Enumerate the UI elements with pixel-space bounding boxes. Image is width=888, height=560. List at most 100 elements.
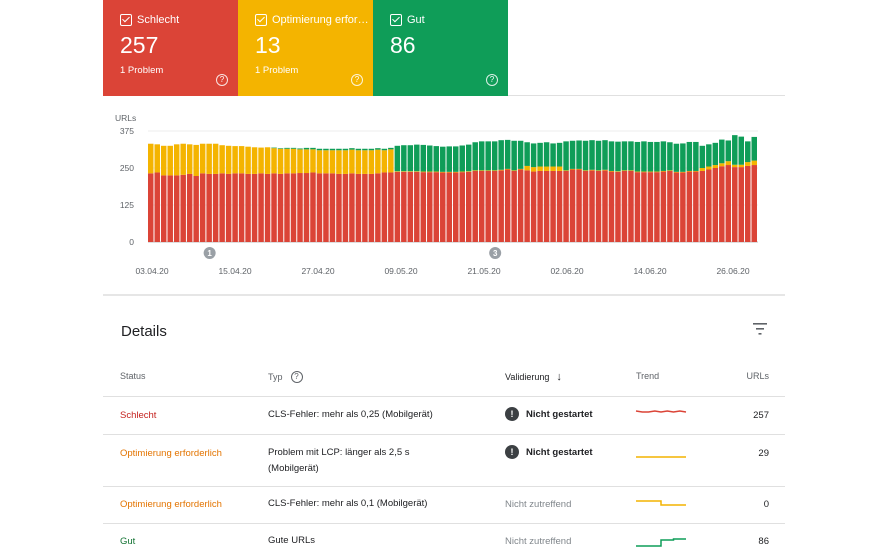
bar-segment: [329, 148, 336, 151]
bar-segment: [219, 173, 225, 242]
bar-segment: [453, 146, 459, 172]
bar-segment: [433, 172, 440, 242]
bar-segment: [537, 170, 543, 242]
table-row[interactable]: Optimierung erforderlich Problem mit LCP…: [103, 434, 785, 486]
bar-segment: [634, 171, 641, 173]
bar-segment: [563, 170, 569, 242]
bar-segment: [660, 171, 667, 242]
bar-segment: [297, 149, 303, 174]
row-validierung: Nicht zutreffend: [505, 499, 571, 510]
bar-segment: [199, 143, 206, 174]
bar-segment: [628, 170, 634, 242]
annotation-label: 3: [493, 249, 498, 258]
checkbox-checked-icon[interactable]: [120, 14, 132, 26]
help-icon[interactable]: ?: [290, 371, 303, 383]
bar-segment: [738, 164, 745, 168]
card-schlecht[interactable]: Schlecht 257 1 Problem ?: [103, 0, 238, 96]
bar-segment: [375, 148, 381, 150]
checkbox-checked-icon[interactable]: [255, 14, 267, 26]
trend-sparkline: [636, 500, 686, 506]
bar-segment: [602, 169, 608, 171]
bar-segment: [647, 141, 654, 172]
column-header-validierung[interactable]: Validierung ↓: [505, 371, 562, 383]
table-row[interactable]: Optimierung erforderlich CLS-Fehler: meh…: [103, 486, 785, 523]
bar-segment: [264, 173, 271, 242]
bar-segment: [245, 173, 251, 242]
bar-segment: [277, 173, 284, 242]
bar-segment: [621, 141, 628, 171]
table-row[interactable]: Schlecht CLS-Fehler: mehr als 0,25 (Mobi…: [103, 396, 785, 434]
bar-segment: [362, 173, 368, 242]
bar-segment: [673, 143, 680, 172]
y-tick-label: 125: [120, 200, 134, 210]
help-icon[interactable]: ?: [351, 74, 363, 86]
bar-segment: [595, 140, 602, 171]
column-header-status[interactable]: Status: [120, 371, 146, 381]
bar-segment: [154, 144, 160, 173]
bar-segment: [641, 172, 647, 242]
bar-segment: [238, 146, 245, 174]
bar-segment: [504, 169, 511, 242]
bar-segment: [251, 173, 258, 242]
x-tick-label: 26.06.20: [716, 266, 749, 276]
bar-segment: [511, 170, 517, 171]
bar-segment: [732, 167, 738, 242]
details-panel: Details Status Typ ? Validierung ↓ Trend…: [103, 305, 785, 560]
bar-segment: [608, 170, 615, 172]
trend-sparkline: [635, 410, 687, 413]
bar-segment: [245, 146, 251, 174]
help-icon[interactable]: ?: [486, 74, 498, 86]
bar-segment: [550, 170, 556, 242]
card-optimierung[interactable]: Optimierung erfor… 13 1 Problem ?: [238, 0, 373, 96]
bar-segment: [504, 168, 511, 170]
bar-segment: [342, 148, 349, 151]
bar-segment: [375, 149, 381, 174]
bar-segment: [290, 148, 297, 174]
bar-segment: [446, 146, 452, 172]
bar-segment: [173, 144, 180, 176]
checkbox-checked-icon[interactable]: [390, 14, 402, 26]
x-tick-label: 15.04.20: [218, 266, 251, 276]
bar-segment: [160, 145, 167, 176]
bar-segment: [407, 171, 414, 242]
table-row[interactable]: Gut Gute URLs Nicht zutreffend 86: [103, 523, 785, 560]
column-header-typ[interactable]: Typ ?: [268, 371, 303, 383]
bar-segment: [420, 172, 427, 242]
help-icon[interactable]: ?: [216, 74, 228, 86]
card-gut[interactable]: Gut 86 ?: [373, 0, 508, 96]
bar-segment: [589, 169, 595, 171]
bar-segment: [225, 145, 232, 174]
bar-segment: [472, 170, 478, 242]
bar-segment: [446, 171, 452, 173]
bar-segment: [459, 171, 465, 173]
bar-segment: [193, 175, 199, 242]
bar-segment: [745, 162, 751, 166]
bar-segment: [719, 163, 725, 167]
bar-segment: [336, 150, 342, 174]
row-validierung-label: Nicht gestartet: [526, 408, 593, 420]
row-typ: Gute URLs: [268, 535, 315, 546]
column-header-validierung-label: Validierung: [505, 372, 550, 382]
filter-icon[interactable]: [753, 323, 767, 335]
bar-segment: [478, 141, 485, 171]
bar-segment: [595, 170, 602, 242]
y-tick-label: 375: [120, 126, 134, 136]
bar-segment: [647, 171, 654, 173]
bar-segment: [667, 170, 673, 171]
bar-segment: [634, 172, 641, 242]
bar-segment: [232, 173, 238, 242]
bar-segment: [453, 172, 459, 242]
bar-segment: [530, 143, 537, 168]
bar-segment: [478, 170, 485, 242]
annotation-marker: [203, 247, 216, 259]
bar-segment: [284, 148, 290, 174]
bar-segment: [719, 139, 725, 164]
bar-segment: [381, 150, 388, 173]
bar-segment: [491, 170, 498, 171]
row-validierung-label: Nicht zutreffend: [505, 499, 572, 510]
column-header-urls[interactable]: URLs: [746, 371, 769, 381]
trend-sparkline: [636, 456, 686, 458]
bar-segment: [712, 142, 719, 166]
bar-segment: [414, 171, 420, 172]
bar-segment: [148, 143, 154, 174]
